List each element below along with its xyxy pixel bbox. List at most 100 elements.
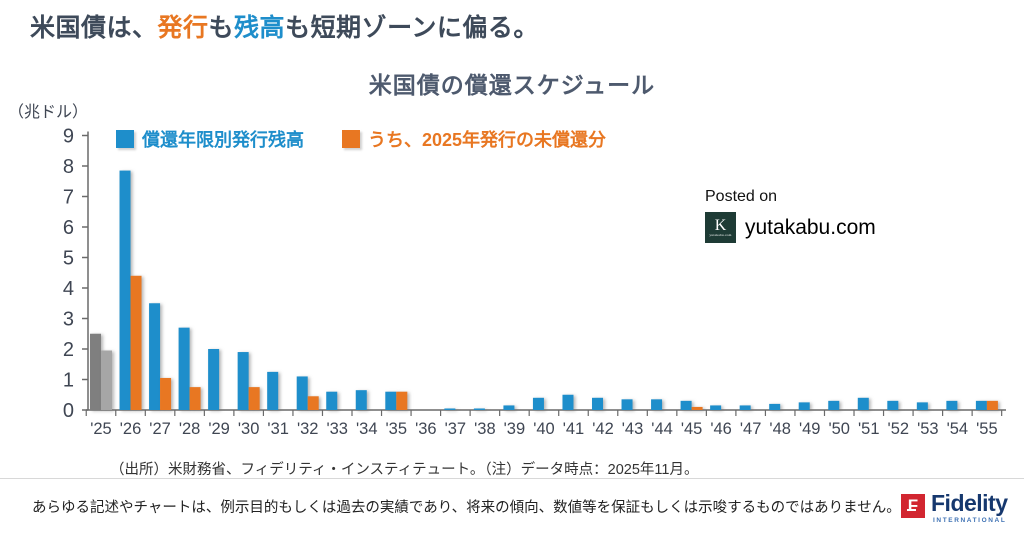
disclaimer-text: あらゆる記述やチャートは、例示目的もしくは過去の実績であり、将来の傾向、数値等を… — [32, 500, 901, 516]
bar-償還年限別発行残高-'40 — [532, 397, 544, 410]
x-tick-label-'45: '45 — [681, 420, 703, 438]
bar-償還年限別発行残高-'42 — [592, 397, 604, 410]
fidelity-wordmark-block: Fidelity INTERNATIONAL — [931, 492, 1008, 525]
x-tick-label-'30: '30 — [238, 420, 260, 438]
x-tick-label-'38: '38 — [474, 420, 496, 438]
svg-text:9: 9 — [63, 126, 74, 148]
fidelity-international-label: INTERNATIONAL — [933, 517, 1007, 524]
x-tick-label-'54: '54 — [947, 420, 969, 438]
bar-償還年限別発行残高-'27 — [149, 303, 161, 410]
legend-swatch-orange-icon — [342, 130, 360, 148]
bar-償還年限別発行残高-'35 — [385, 391, 397, 410]
bar-償還年限別発行残高-'52 — [887, 400, 899, 410]
source-note: （出所）米財務省、フィデリティ・インスティテュート。（注）データ時点：2025年… — [110, 462, 699, 478]
bar-償還年限別発行残高-'51 — [857, 397, 869, 410]
legend-label-2025-issuance: うち、2025年発行の未償還分 — [368, 130, 607, 150]
bar-うち、2025年発行の未償還分-'26 — [130, 275, 142, 410]
title-part-prefix: 米国債は、 — [30, 14, 158, 42]
x-tick-label-'47: '47 — [740, 420, 762, 438]
x-tick-label-'31: '31 — [267, 420, 289, 438]
bar-償還年限別発行残高-'25 — [90, 333, 101, 410]
x-tick-label-'25: '25 — [90, 420, 112, 438]
page-title: 米国債は、発行も残高も短期ゾーンに偏る。 — [30, 8, 539, 44]
x-tick-label-'41: '41 — [563, 420, 585, 438]
fidelity-wordmark: Fidelity — [931, 490, 1008, 516]
watermark-row: K yutakabu.com yutakabu.com — [705, 212, 876, 243]
chart-canvas: 0 1 2 3 4 5 6 7 8 9 '25 '26 '27 '28 '29 '30 '31 '32 '33 '34… — [63, 126, 1006, 438]
x-tick-label-'48: '48 — [769, 420, 791, 438]
bar-うち、2025年発行の未償還分-'35 — [396, 391, 408, 410]
svg-text:0: 0 — [63, 400, 74, 422]
title-accent-issuance: 発行 — [157, 14, 209, 42]
x-tick-label-'40: '40 — [533, 420, 555, 438]
bar-償還年限別発行残高-'46 — [710, 405, 722, 410]
svg-text:2: 2 — [63, 339, 74, 361]
bar-償還年限別発行残高-'55 — [975, 400, 987, 410]
bar-うち、2025年発行の未償還分-'45 — [691, 406, 703, 410]
x-tick-label-'43: '43 — [622, 420, 644, 438]
bar-償還年限別発行残高-'45 — [680, 400, 692, 410]
x-tick-label-'52: '52 — [888, 420, 910, 438]
x-tick-label-'49: '49 — [799, 420, 821, 438]
bar-償還年限別発行残高-'50 — [828, 400, 840, 410]
title-part-mid: も — [208, 14, 235, 42]
bar-償還年限別発行残高-'43 — [621, 399, 633, 410]
bar-償還年限別発行残高-'29 — [208, 349, 220, 410]
legend-item-2025-issuance: うち、2025年発行の未償還分 — [342, 126, 606, 152]
title-accent-balance: 残高 — [234, 14, 286, 42]
svg-text:3: 3 — [63, 309, 74, 331]
bar-償還年限別発行残高-'38 — [473, 408, 485, 410]
bar-償還年限別発行残高-'30 — [237, 352, 249, 410]
bar-償還年限別発行残高-'26 — [119, 170, 131, 410]
svg-text:5: 5 — [63, 248, 74, 270]
bar-償還年限別発行残高-'34 — [355, 390, 367, 410]
svg-text:4: 4 — [63, 278, 74, 300]
x-tick-label-'36: '36 — [415, 420, 437, 438]
watermark-site-link[interactable]: yutakabu.com — [745, 215, 876, 239]
fidelity-logo: F Fidelity INTERNATIONAL — [901, 492, 1008, 525]
bar-償還年限別発行残高-'49 — [798, 402, 810, 410]
bar-償還年限別発行残高-'28 — [178, 327, 190, 410]
x-tick-label-'42: '42 — [592, 420, 614, 438]
yutakabu-logo-icon: K yutakabu.com — [705, 212, 736, 243]
fidelity-f-icon: F — [901, 494, 925, 518]
bar-うち、2025年発行の未償還分-'32 — [307, 396, 319, 410]
x-tick-label-'55: '55 — [976, 420, 998, 438]
y-axis-unit-label: （兆ドル） — [8, 104, 89, 121]
chart-title: 米国債の償還スケジュール — [368, 72, 656, 98]
footer-divider — [0, 478, 1024, 479]
bar-償還年限別発行残高-'39 — [503, 405, 515, 410]
svg-text:6: 6 — [63, 217, 74, 239]
chart-legend: 償還年限別発行残高 うち、2025年発行の未償還分 — [116, 126, 606, 152]
legend-swatch-blue-icon — [116, 130, 134, 148]
svg-text:7: 7 — [63, 187, 74, 209]
x-tick-label-'51: '51 — [858, 420, 880, 438]
x-tick-label-'39: '39 — [504, 420, 526, 438]
yutakabu-logo-subtext: yutakabu.com — [709, 232, 732, 237]
bar-うち、2025年発行の未償還分-'27 — [160, 377, 172, 410]
posted-on-block: Posted on K yutakabu.com yutakabu.com — [705, 188, 876, 243]
x-tick-label-'44: '44 — [651, 420, 673, 438]
bar-償還年限別発行残高-'32 — [296, 376, 308, 410]
x-tick-label-'35: '35 — [386, 420, 408, 438]
bar-うち、2025年発行の未償還分-'28 — [189, 387, 201, 410]
legend-label-outstanding: 償還年限別発行残高 — [142, 130, 304, 150]
bar-償還年限別発行残高-'44 — [651, 399, 663, 410]
posted-on-text: Posted on — [705, 188, 778, 205]
x-tick-label-'32: '32 — [297, 420, 319, 438]
x-tick-label-'34: '34 — [356, 420, 378, 438]
bar-償還年限別発行残高-'31 — [267, 371, 279, 410]
yutakabu-monogram: K — [714, 216, 727, 234]
x-tick-label-'53: '53 — [917, 420, 939, 438]
svg-text:1: 1 — [63, 370, 74, 392]
x-tick-label-'33: '33 — [326, 420, 348, 438]
bar-償還年限別発行残高-'48 — [769, 403, 781, 410]
title-part-suffix: も短期ゾーンに偏る。 — [285, 14, 539, 42]
x-tick-label-'27: '27 — [149, 420, 171, 438]
x-tick-label-'28: '28 — [179, 420, 201, 438]
x-tick-label-'37: '37 — [445, 420, 467, 438]
bar-うち、2025年発行の未償還分-'25 — [101, 350, 112, 410]
x-tick-label-'26: '26 — [120, 420, 142, 438]
bar-償還年限別発行残高-'53 — [916, 402, 928, 410]
